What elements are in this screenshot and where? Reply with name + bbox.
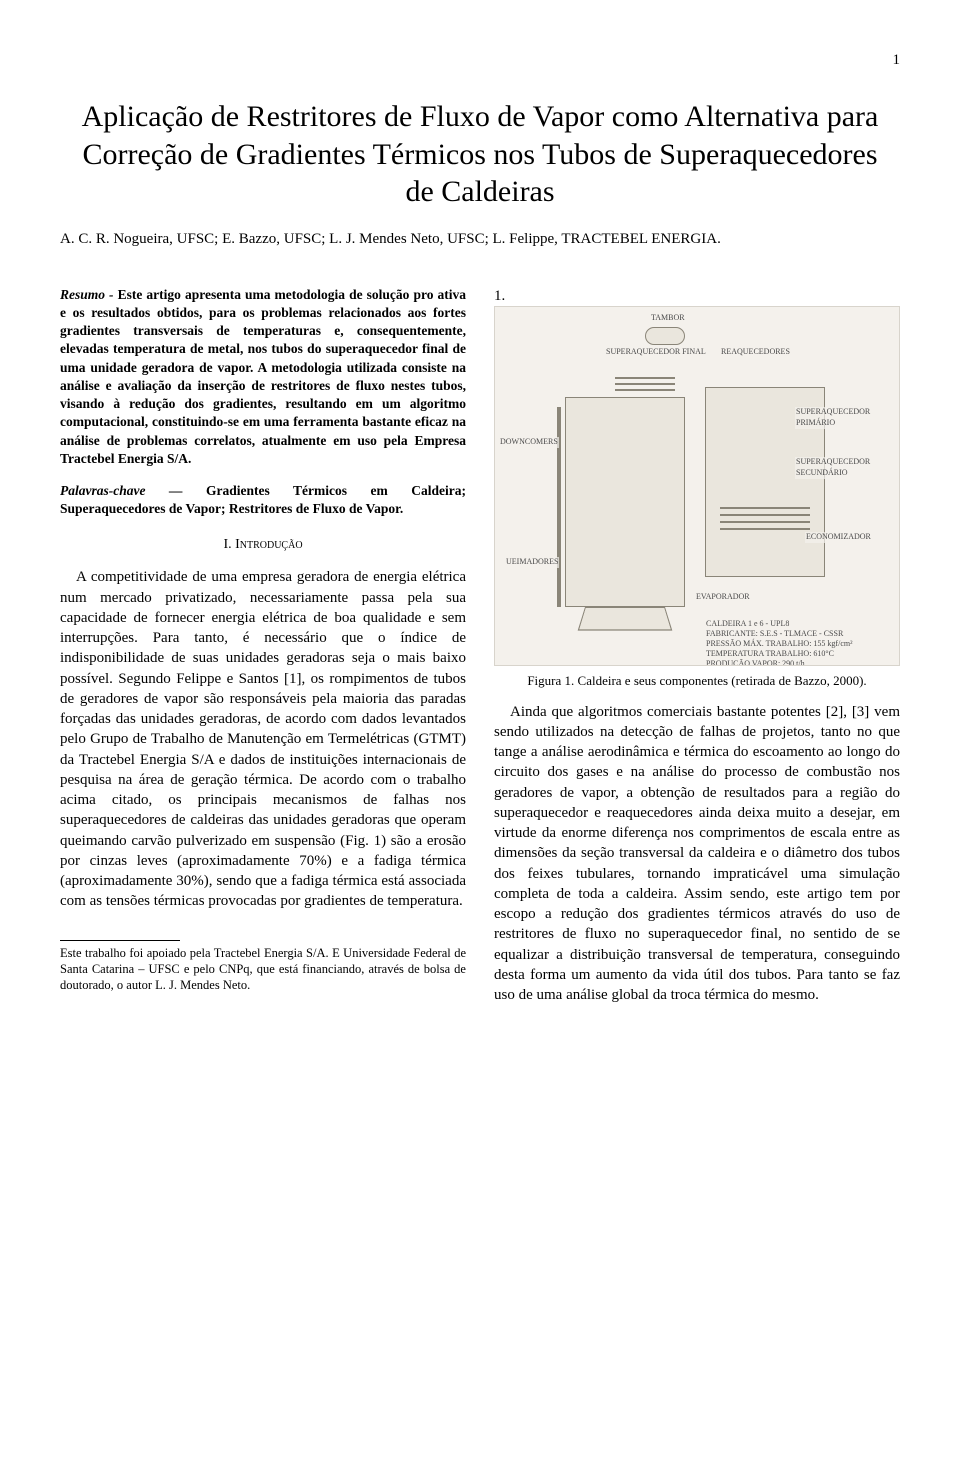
figure-1-caption: Figura 1. Caldeira e seus componentes (r… bbox=[494, 672, 900, 690]
footnote-text: Este trabalho foi apoiado pela Tractebel… bbox=[60, 945, 466, 994]
fig-sh-line bbox=[615, 377, 675, 379]
fig-label-superaquecedor-secundario: SUPERAQUECEDOR SECUNDÁRIO bbox=[795, 457, 885, 479]
fig-label-downcomers: DOWNCOMERS bbox=[499, 437, 559, 448]
keywords: Palavras-chave — Gradientes Térmicos em … bbox=[60, 482, 466, 518]
keywords-lead: Palavras-chave — bbox=[60, 483, 206, 498]
abstract: Resumo - Este artigo apresenta uma metod… bbox=[60, 286, 466, 468]
fig-drum bbox=[645, 327, 685, 345]
fig-sh-line bbox=[615, 389, 675, 391]
fig-econ-line bbox=[720, 514, 810, 516]
fig-furnace-body bbox=[565, 397, 685, 607]
fig-econ-line bbox=[720, 507, 810, 509]
footnote-block: Este trabalho foi apoiado pela Tractebel… bbox=[60, 940, 466, 994]
two-column-body: Resumo - Este artigo apresenta uma metod… bbox=[60, 286, 900, 1006]
fig-label-ueimadores: UEIMADORES bbox=[505, 557, 559, 568]
fig-label-tambor: TAMBOR bbox=[650, 313, 686, 324]
fig-sh-line bbox=[615, 383, 675, 385]
fig-label-producao: PRODUÇÃO VAPOR: 290 t/h bbox=[705, 659, 806, 666]
abstract-lead: Resumo - bbox=[60, 287, 118, 302]
intro-paragraph-1: A competitividade de uma empresa gerador… bbox=[60, 567, 466, 911]
fig-hopper bbox=[578, 607, 673, 631]
authors-line: A. C. R. Nogueira, UFSC; E. Bazzo, UFSC;… bbox=[60, 229, 900, 250]
figure-1: 1. TAMBOR SUPERAQUECEDOR FINAL REAQUECED… bbox=[494, 286, 900, 690]
fig-label-superaquecedor-final: SUPERAQUECEDOR FINAL bbox=[605, 347, 707, 358]
page-number: 1 bbox=[60, 50, 900, 70]
paper-title: Aplicação de Restritores de Fluxo de Vap… bbox=[60, 98, 900, 211]
section-1-number: I. bbox=[223, 537, 235, 552]
section-1-heading: I. Introdução bbox=[60, 536, 466, 555]
section-1-title: Introdução bbox=[235, 537, 302, 552]
fig-label-superaquecedor-primario: SUPERAQUECEDOR PRIMÁRIO bbox=[795, 407, 885, 429]
abstract-body: Este artigo apresenta uma metodologia de… bbox=[60, 287, 466, 466]
fig-econ-line bbox=[720, 521, 810, 523]
figure-1-marker: 1. bbox=[494, 286, 505, 306]
fig-label-economizador: ECONOMIZADOR bbox=[805, 532, 872, 543]
footnote-separator bbox=[60, 940, 180, 941]
intro-paragraph-2: Ainda que algoritmos comerciais bastante… bbox=[494, 702, 900, 1006]
fig-econ-line bbox=[720, 528, 810, 530]
figure-1-diagram: TAMBOR SUPERAQUECEDOR FINAL REAQUECEDORE… bbox=[494, 306, 900, 666]
fig-label-evaporador: EVAPORADOR bbox=[695, 592, 751, 603]
fig-label-reaquecedores: REAQUECEDORES bbox=[720, 347, 791, 358]
